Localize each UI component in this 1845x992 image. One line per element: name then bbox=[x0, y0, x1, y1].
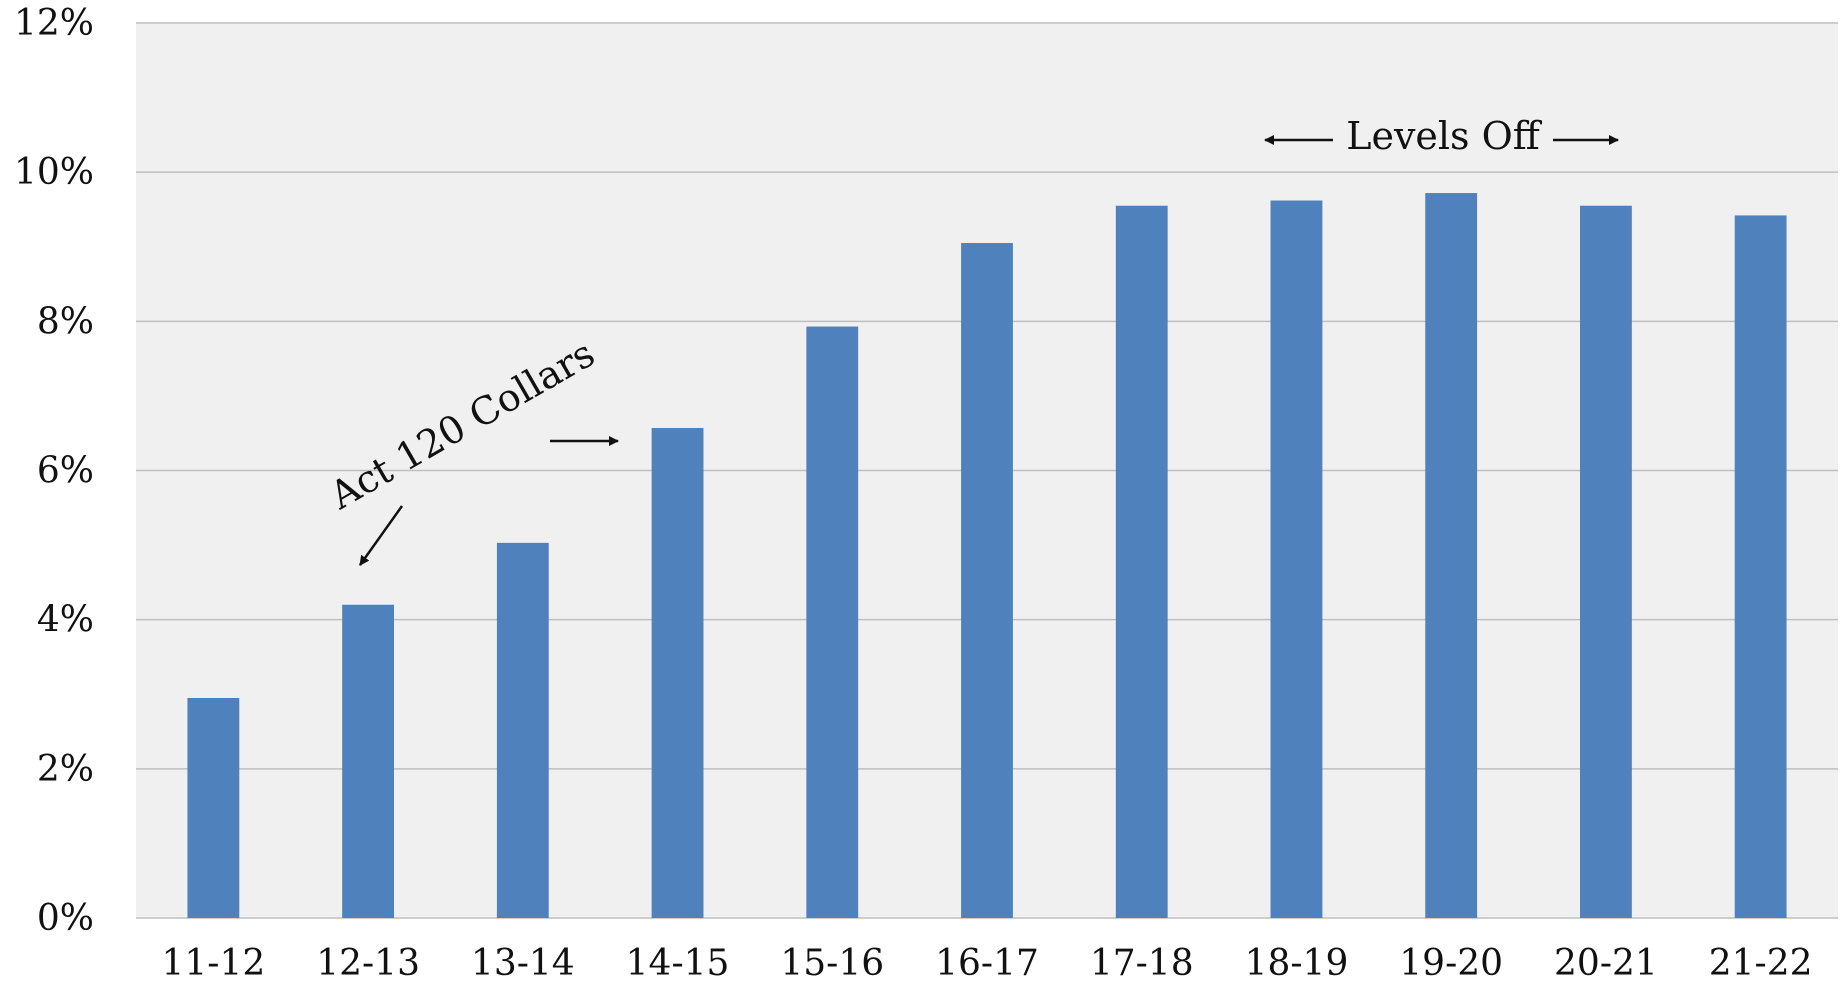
y-tick-label: 0% bbox=[37, 898, 94, 939]
y-tick-label: 6% bbox=[37, 451, 94, 492]
bar-16-17 bbox=[961, 243, 1013, 919]
x-tick-label: 21-22 bbox=[1709, 943, 1813, 984]
bar-19-20 bbox=[1425, 193, 1478, 919]
y-tick-label: 4% bbox=[37, 600, 94, 641]
x-tick-label: 18-19 bbox=[1245, 943, 1349, 984]
x-tick-label: 11-12 bbox=[161, 943, 265, 984]
x-tick-label: 17-18 bbox=[1090, 943, 1194, 984]
bar-21-22 bbox=[1734, 215, 1787, 919]
bar-15-16 bbox=[806, 326, 859, 918]
x-tick-label: 19-20 bbox=[1399, 943, 1503, 984]
y-tick-label: 10% bbox=[14, 152, 94, 193]
bar-14-15 bbox=[651, 427, 704, 918]
x-tick-label: 13-14 bbox=[471, 943, 575, 984]
bar-12-13 bbox=[342, 604, 395, 918]
bar-11-12 bbox=[187, 697, 240, 918]
y-tick-label: 8% bbox=[37, 301, 94, 342]
x-tick-label: 12-13 bbox=[316, 943, 420, 984]
x-tick-label: 15-16 bbox=[780, 943, 884, 984]
x-tick-label: 20-21 bbox=[1554, 943, 1658, 984]
y-tick-label: 2% bbox=[37, 749, 94, 790]
y-axis-ticks: 0% 2% 4% 6% 8% 10% 12% bbox=[14, 3, 94, 939]
bar-13-14 bbox=[496, 542, 549, 918]
y-tick-label: 12% bbox=[14, 3, 94, 44]
bars bbox=[187, 193, 1787, 919]
annotation-levels-off: Levels Off bbox=[1346, 114, 1543, 158]
bar-20-21 bbox=[1579, 205, 1632, 918]
bar-17-18 bbox=[1115, 205, 1168, 918]
x-tick-label: 16-17 bbox=[935, 943, 1039, 984]
bar-18-19 bbox=[1270, 200, 1323, 919]
x-tick-label: 14-15 bbox=[626, 943, 730, 984]
x-axis-ticks: 11-12 12-13 13-14 14-15 15-16 16-17 17-18 18-19… bbox=[161, 943, 1812, 984]
annotation-arrow-down-left bbox=[358, 505, 404, 566]
